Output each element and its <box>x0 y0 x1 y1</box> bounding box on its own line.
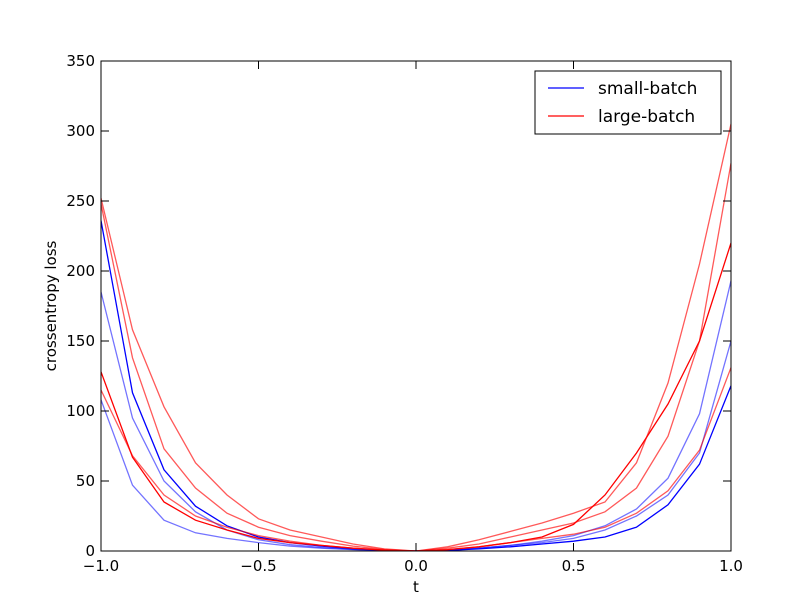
x-tick-label: 1.0 <box>719 557 743 575</box>
series-line-large-batch-5 <box>101 123 731 551</box>
series-line-small-batch-1 <box>101 220 731 551</box>
series-line-small-batch-3 <box>101 280 731 551</box>
series-line-large-batch-7 <box>101 367 731 551</box>
x-axis-label: t <box>413 578 419 596</box>
y-tick-label: 100 <box>66 402 95 420</box>
x-tick-label: −1.0 <box>83 557 119 575</box>
legend-box <box>534 70 722 135</box>
x-tick-label: 0.5 <box>562 557 586 575</box>
x-tick-label: 0.0 <box>404 557 428 575</box>
x-tick-label: −0.5 <box>240 557 276 575</box>
y-tick-label: 150 <box>66 332 95 350</box>
y-tick-label: 250 <box>66 192 95 210</box>
y-tick-label: 50 <box>76 472 95 490</box>
series-line-small-batch-2 <box>101 291 731 551</box>
y-tick-label: 200 <box>66 262 95 280</box>
series-line-large-batch-4 <box>101 242 731 551</box>
y-axis-label: crossentropy loss <box>42 240 60 371</box>
y-tick-label: 300 <box>66 122 95 140</box>
legend-label-large-batch: large-batch <box>598 107 695 127</box>
y-tick-label: 0 <box>85 542 95 560</box>
legend: small-batch large-batch <box>534 70 722 135</box>
legend-label-small-batch: small-batch <box>598 79 697 99</box>
ticks-layer: −1.0 −0.5 0.0 0.5 1.0 0 50 100 150 200 250 300 350 <box>66 52 743 575</box>
series-layer <box>101 123 731 551</box>
series-line-large-batch-6 <box>101 163 731 551</box>
y-tick-label: 350 <box>66 52 95 70</box>
